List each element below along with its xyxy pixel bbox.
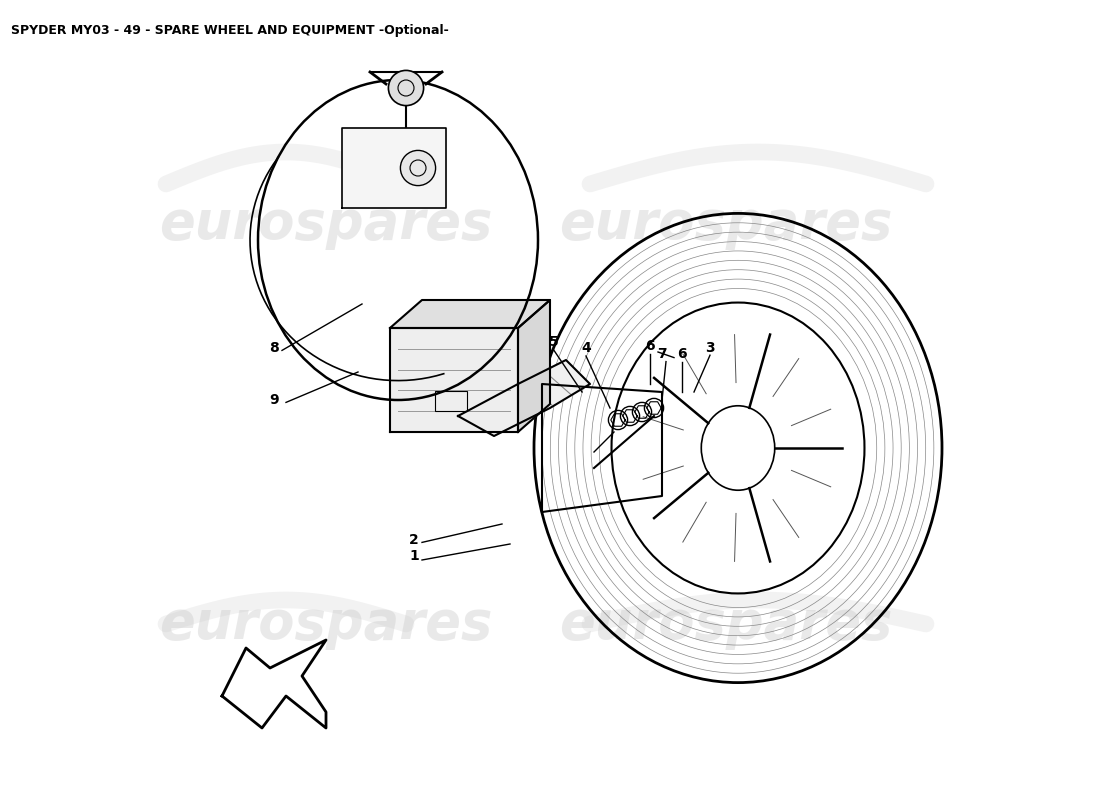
Text: 1: 1: [409, 549, 419, 563]
Polygon shape: [518, 300, 550, 432]
Text: eurospares: eurospares: [559, 198, 893, 250]
Text: eurospares: eurospares: [160, 198, 493, 250]
Text: 3: 3: [705, 341, 715, 355]
Text: 6: 6: [646, 338, 654, 353]
Text: eurospares: eurospares: [160, 598, 493, 650]
Polygon shape: [342, 128, 446, 208]
Circle shape: [400, 150, 436, 186]
Polygon shape: [390, 300, 550, 328]
Bar: [434, 391, 466, 411]
Text: 4: 4: [581, 341, 591, 355]
Text: SPYDER MY03 - 49 - SPARE WHEEL AND EQUIPMENT -Optional-: SPYDER MY03 - 49 - SPARE WHEEL AND EQUIP…: [11, 24, 449, 37]
Text: 8: 8: [270, 341, 279, 355]
Polygon shape: [390, 328, 518, 432]
Text: 9: 9: [270, 393, 278, 407]
Text: 7: 7: [657, 346, 667, 361]
Polygon shape: [222, 640, 326, 728]
Circle shape: [388, 70, 424, 106]
Text: 5: 5: [549, 335, 559, 350]
Polygon shape: [458, 360, 590, 436]
Text: 6: 6: [678, 346, 686, 361]
Text: 2: 2: [409, 533, 419, 547]
Text: eurospares: eurospares: [559, 598, 893, 650]
